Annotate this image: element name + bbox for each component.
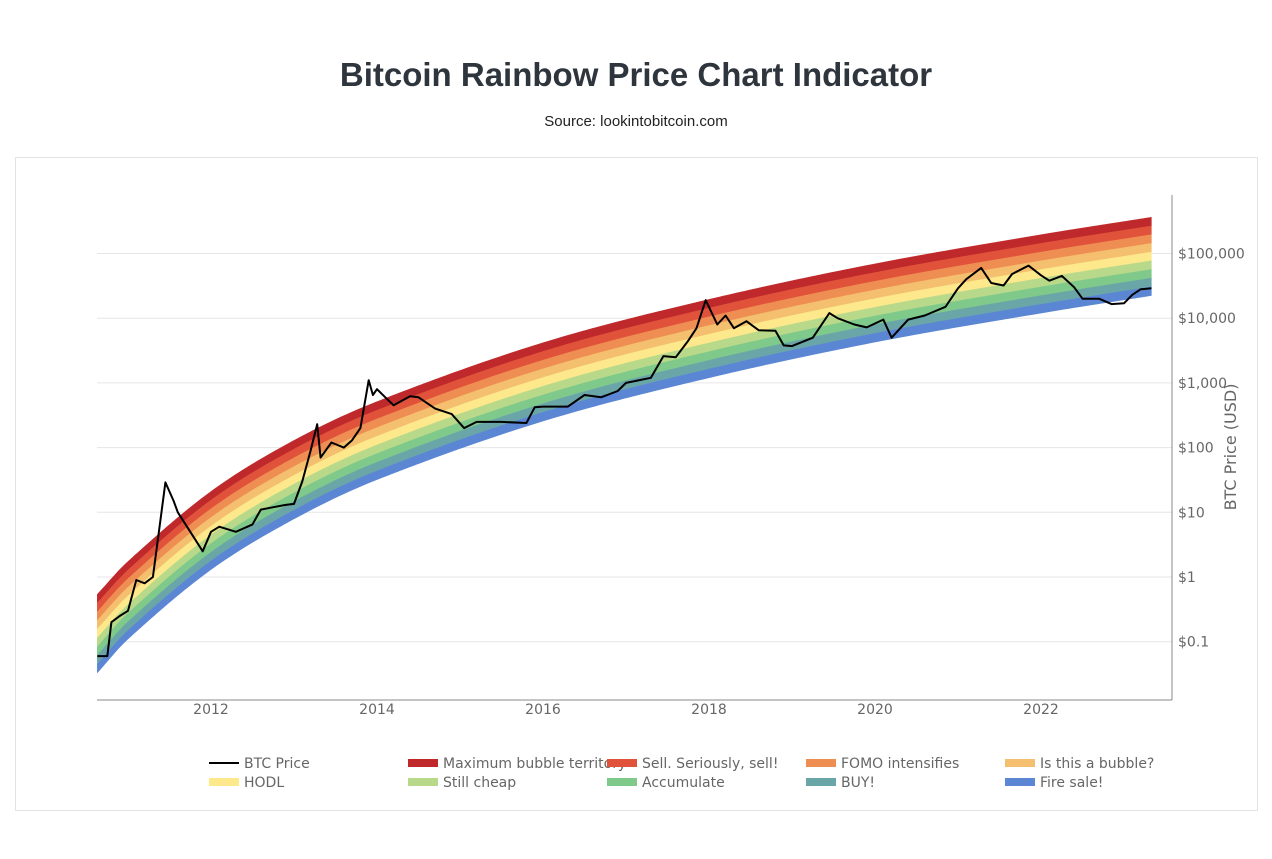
legend-swatch: [607, 778, 637, 786]
legend-item[interactable]: Fire sale!: [1005, 775, 1103, 791]
legend-label: Accumulate: [642, 775, 725, 791]
legend-item[interactable]: Accumulate: [607, 775, 725, 791]
chart-subtitle: Source: lookintobitcoin.com: [544, 113, 728, 130]
y-tick-label: $1: [1178, 570, 1196, 586]
y-tick-label: $100,000: [1178, 247, 1245, 263]
x-tick-label: 2018: [691, 702, 727, 718]
x-tick-label: 2022: [1023, 702, 1059, 718]
legend-item[interactable]: Sell. Seriously, sell!: [607, 756, 778, 772]
legend-item[interactable]: Is this a bubble?: [1005, 756, 1154, 772]
y-tick-label: $1,000: [1178, 376, 1227, 392]
y-tick-label: $0.1: [1178, 635, 1209, 651]
legend-swatch: [806, 778, 836, 786]
y-tick-label: $100: [1178, 441, 1214, 457]
legend-item[interactable]: Still cheap: [408, 775, 516, 791]
legend-label: BUY!: [841, 775, 875, 791]
x-tick-label: 2020: [857, 702, 893, 718]
legend-label: FOMO intensifies: [841, 756, 959, 772]
chart-title: Bitcoin Rainbow Price Chart Indicator: [339, 56, 933, 93]
legend-label: Maximum bubble territory: [443, 756, 626, 772]
legend-swatch: [408, 759, 438, 767]
legend-label: Still cheap: [443, 775, 516, 791]
legend-item[interactable]: FOMO intensifies: [806, 756, 959, 772]
legend-swatch: [1005, 778, 1035, 786]
band-fire-sale: [97, 286, 1152, 674]
x-tick-label: 2012: [193, 702, 229, 718]
legend-label: Fire sale!: [1040, 775, 1103, 791]
legend-label: HODL: [244, 775, 284, 791]
legend-swatch: [209, 778, 239, 786]
legend-swatch: [806, 759, 836, 767]
x-tick-label: 2016: [525, 702, 561, 718]
legend-label: BTC Price: [244, 756, 310, 772]
legend-label: Sell. Seriously, sell!: [642, 756, 778, 772]
legend-item[interactable]: HODL: [209, 775, 284, 791]
y-tick-label: $10: [1178, 505, 1205, 521]
legend-swatch: [607, 759, 637, 767]
btc-price-line: [97, 264, 1152, 658]
legend-label: Is this a bubble?: [1040, 756, 1154, 772]
legend-swatch: [1005, 759, 1035, 767]
legend-item[interactable]: BTC Price: [209, 756, 310, 772]
y-axis-label: BTC Price (USD): [1221, 384, 1240, 511]
chart-frame: [15, 157, 1258, 811]
legend-item[interactable]: BUY!: [806, 775, 875, 791]
legend-swatch: [408, 778, 438, 786]
x-tick-label: 2014: [359, 702, 395, 718]
y-tick-label: $10,000: [1178, 311, 1236, 327]
legend-item[interactable]: Maximum bubble territory: [408, 756, 626, 772]
